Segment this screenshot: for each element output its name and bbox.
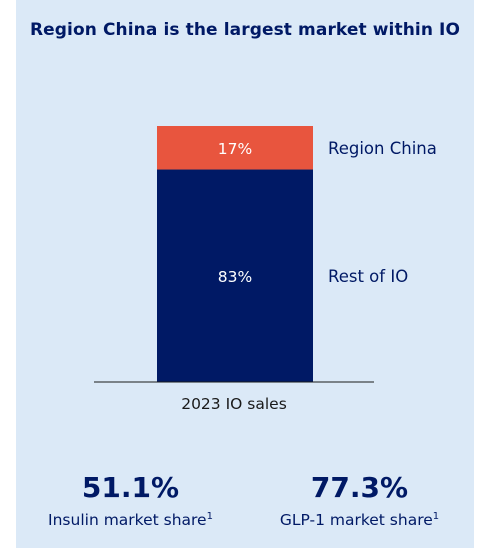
chart-title: Region China is the largest market withi…: [29, 20, 461, 40]
legend-label-rest-of-io: Rest of IO: [328, 267, 408, 286]
glp1-share-label-text: GLP-1 market share: [279, 511, 433, 529]
glp1-share-footnote: 1: [432, 511, 440, 522]
insulin-share-value: 51.1%: [81, 471, 180, 504]
data-label-rest-of-io: 83%: [218, 268, 252, 286]
glp1-share-label: GLP-1 market share1: [245, 506, 474, 531]
bar-segment-rest-of-io: [157, 169, 313, 382]
bar-segment-region-china: [157, 126, 313, 170]
glp1-share-stat: 77.3% GLP-1 market share1: [245, 470, 474, 531]
insulin-share-footnote: 1: [206, 511, 213, 522]
insulin-share-label-text: Insulin market share: [48, 511, 207, 529]
chart-panel: Region China is the largest market withi…: [16, 0, 474, 548]
legend-label-region-china: Region China: [328, 139, 437, 158]
data-label-region-china: 17%: [218, 140, 252, 158]
glp1-share-value: 77.3%: [310, 471, 409, 504]
stacked-bar-chart: 83% Rest of IO 17% Region China 2023 IO sal…: [94, 126, 437, 413]
insulin-share-stat: 51.1% Insulin market share1: [16, 470, 245, 531]
insulin-share-label: Insulin market share1: [16, 506, 245, 531]
x-tick-label-2023-io-sales: 2023 IO sales: [181, 395, 287, 413]
